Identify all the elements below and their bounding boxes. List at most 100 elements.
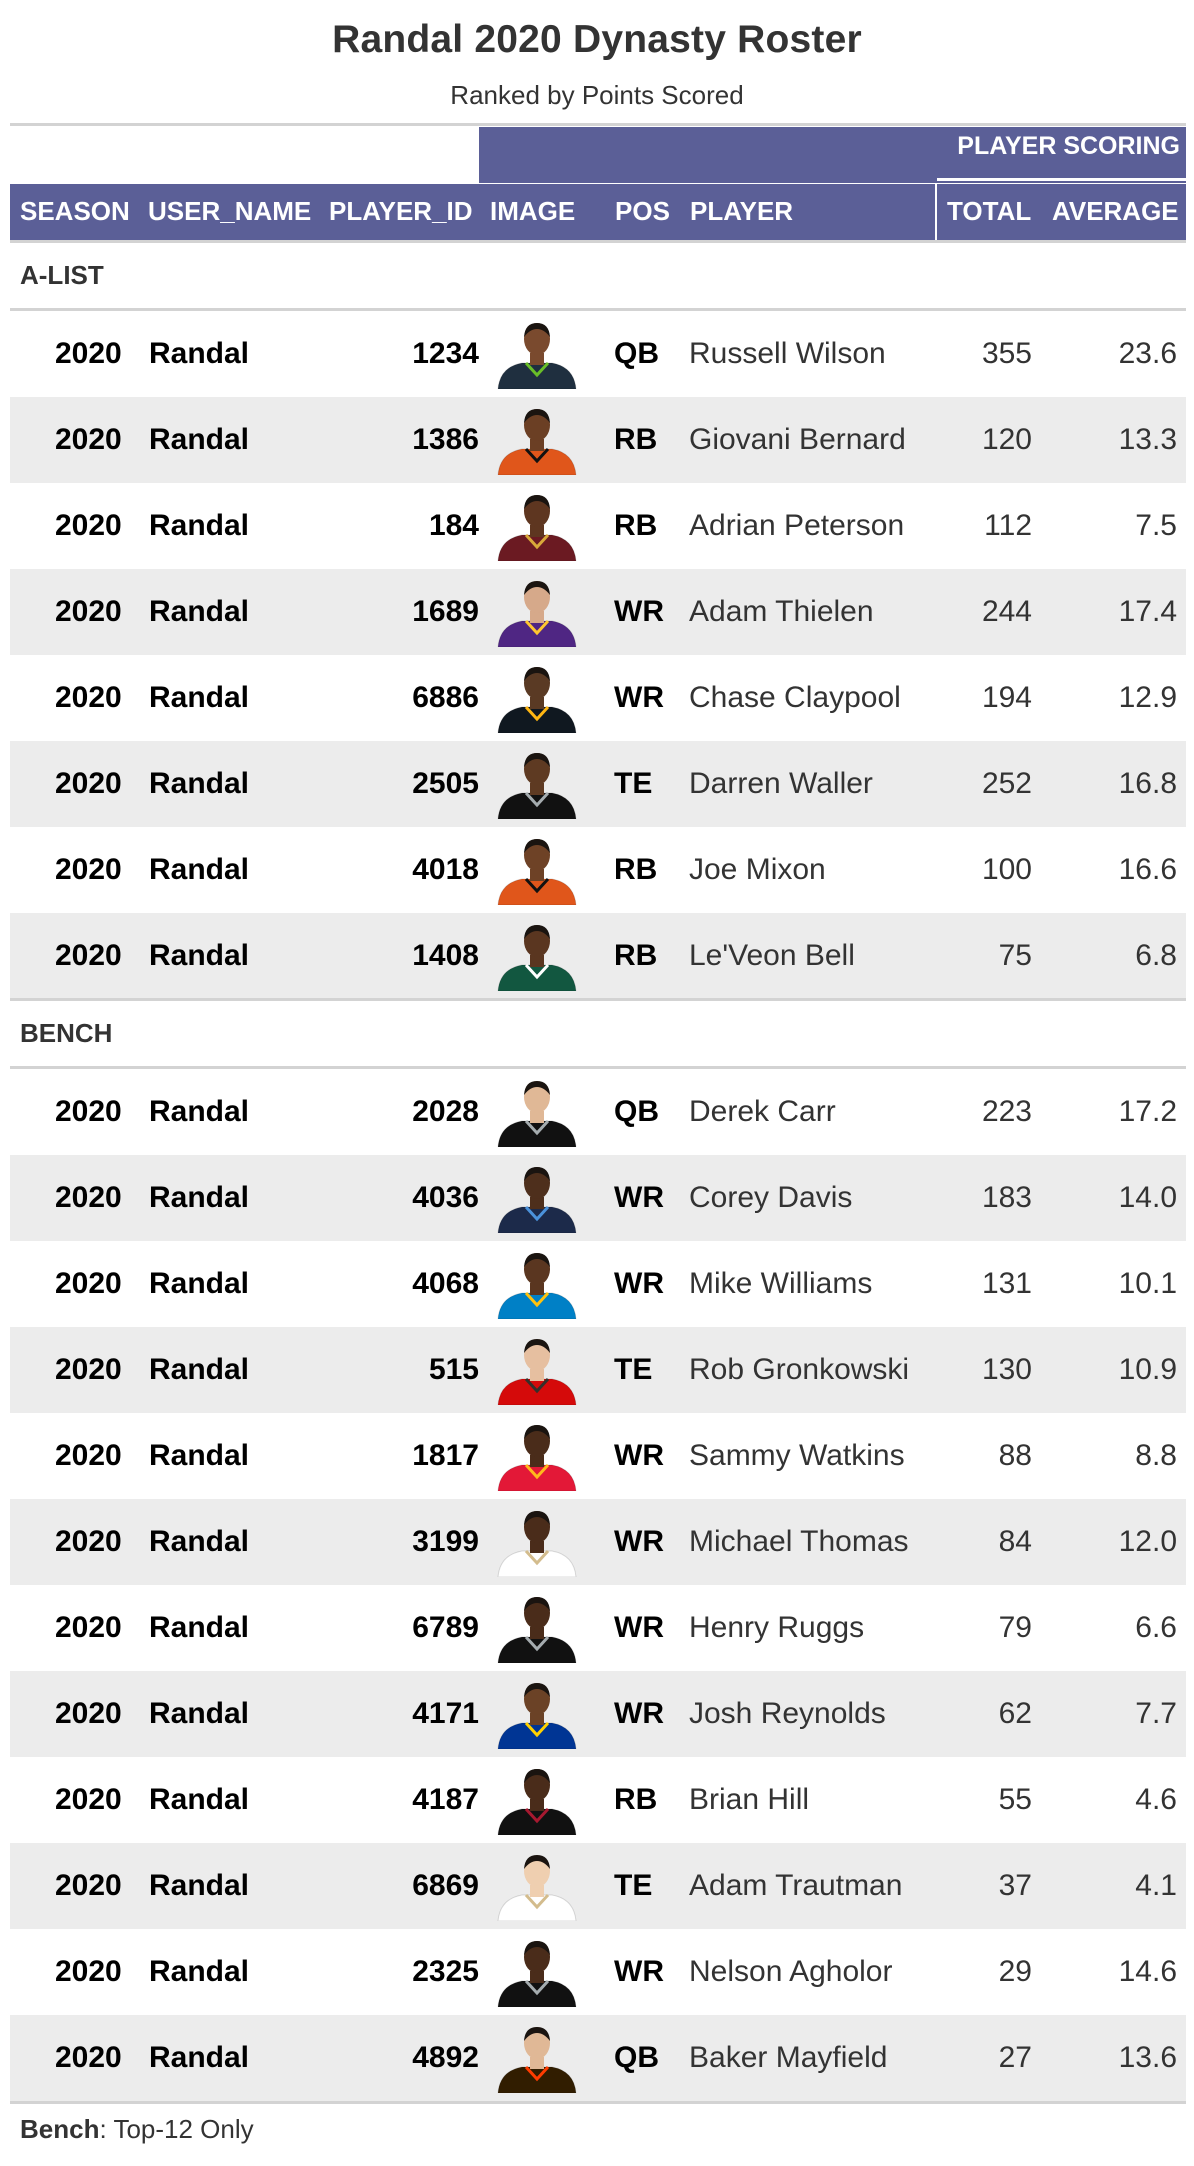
average-points-cell: 23.6 xyxy=(1118,337,1177,370)
player-id-cell: 1386 xyxy=(412,423,479,456)
user-name-cell: Randal xyxy=(149,423,250,456)
total-points-cell: 84 xyxy=(998,1525,1032,1558)
total-points-cell: 29 xyxy=(998,1955,1032,1988)
player-headshot-icon xyxy=(497,1597,577,1663)
player-name-cell: Michael Thomas xyxy=(689,1525,909,1558)
season-cell: 2020 xyxy=(55,1525,122,1558)
column-header-user-name: USER_NAME xyxy=(148,196,312,226)
season-cell: 2020 xyxy=(55,1267,122,1300)
average-points-cell: 16.8 xyxy=(1118,767,1177,800)
user-name-cell: Randal xyxy=(149,939,250,972)
player-name-cell: Joe Mixon xyxy=(689,853,826,886)
player-id-cell: 4018 xyxy=(412,853,479,886)
player-image-cell xyxy=(492,1069,582,1155)
table-row: 2020 Randal 6869 TE Adam Trautman 37 4.1 xyxy=(10,1843,1186,1929)
total-points-cell: 252 xyxy=(981,767,1032,800)
total-points-cell: 131 xyxy=(981,1267,1032,1300)
table-row: 2020 Randal 1817 WR Sammy Watkins 88 8.8 xyxy=(10,1413,1186,1499)
header-bottom-divider xyxy=(10,240,1186,243)
total-points-cell: 79 xyxy=(998,1611,1032,1644)
player-image-cell xyxy=(492,1929,582,2015)
group-divider xyxy=(10,1066,1186,1069)
average-points-cell: 8.8 xyxy=(1135,1439,1177,1472)
user-name-cell: Randal xyxy=(149,1783,250,1816)
season-cell: 2020 xyxy=(55,1095,122,1128)
user-name-cell: Randal xyxy=(149,1095,250,1128)
total-points-cell: 112 xyxy=(984,509,1032,542)
player-headshot-icon xyxy=(497,1253,577,1319)
player-name-cell: Chase Claypool xyxy=(689,681,901,714)
player-name-cell: Le'Veon Bell xyxy=(689,939,855,972)
bottom-divider xyxy=(10,2101,1186,2104)
player-id-cell: 4187 xyxy=(412,1783,479,1816)
average-points-cell: 13.3 xyxy=(1118,423,1177,456)
user-name-cell: Randal xyxy=(149,1439,250,1472)
table-subtitle: Ranked by Points Scored xyxy=(450,80,744,110)
player-headshot-icon xyxy=(497,1683,577,1749)
player-name-cell: Nelson Agholor xyxy=(689,1955,893,1988)
season-cell: 2020 xyxy=(55,2041,122,2074)
player-image-cell xyxy=(492,2015,582,2101)
player-id-cell: 6869 xyxy=(412,1869,479,1902)
player-id-cell: 1817 xyxy=(412,1439,479,1472)
player-name-cell: Josh Reynolds xyxy=(689,1697,886,1730)
user-name-cell: Randal xyxy=(149,1611,250,1644)
season-cell: 2020 xyxy=(55,1869,122,1902)
player-id-cell: 4892 xyxy=(412,2041,479,2074)
player-image-cell xyxy=(492,1413,582,1499)
average-points-cell: 6.8 xyxy=(1135,939,1177,972)
season-cell: 2020 xyxy=(55,1783,122,1816)
table-row: 2020 Randal 2505 TE Darren Waller 252 16.8 xyxy=(10,741,1186,827)
position-cell: WR xyxy=(614,1697,664,1730)
season-cell: 2020 xyxy=(55,1181,122,1214)
user-name-cell: Randal xyxy=(149,2041,250,2074)
player-id-cell: 4068 xyxy=(412,1267,479,1300)
user-name-cell: Randal xyxy=(149,853,250,886)
player-headshot-icon xyxy=(497,2027,577,2093)
table-row: 2020 Randal 184 RB Adrian Peterson 112 7.5 xyxy=(10,483,1186,569)
average-points-cell: 7.7 xyxy=(1135,1697,1177,1730)
season-cell: 2020 xyxy=(55,509,122,542)
player-id-cell: 6886 xyxy=(412,681,479,714)
total-points-cell: 355 xyxy=(981,337,1032,370)
total-points-cell: 62 xyxy=(998,1697,1032,1730)
user-name-cell: Randal xyxy=(149,681,250,714)
player-headshot-icon xyxy=(497,1339,577,1405)
position-cell: RB xyxy=(614,1783,658,1816)
average-points-cell: 10.9 xyxy=(1118,1353,1177,1386)
player-name-cell: Adam Trautman xyxy=(689,1869,903,1902)
player-headshot-icon xyxy=(497,1511,577,1577)
top-divider xyxy=(10,123,1186,126)
footnote-text: : Top-12 Only xyxy=(99,2114,254,2144)
player-image-cell xyxy=(492,1499,582,1585)
position-cell: WR xyxy=(614,1611,664,1644)
player-image-cell xyxy=(492,311,582,397)
table-row: 2020 Randal 1408 RB Le'Veon Bell 75 6.8 xyxy=(10,913,1186,999)
average-points-cell: 17.4 xyxy=(1118,595,1177,628)
player-image-cell xyxy=(492,827,582,913)
player-id-cell: 2505 xyxy=(412,767,479,800)
player-headshot-icon xyxy=(497,581,577,647)
player-image-cell xyxy=(492,397,582,483)
column-header-total: TOTAL xyxy=(947,196,1032,226)
total-points-cell: 194 xyxy=(981,681,1032,714)
season-cell: 2020 xyxy=(55,595,122,628)
player-image-cell xyxy=(492,483,582,569)
position-cell: RB xyxy=(614,509,658,542)
position-cell: WR xyxy=(614,1955,664,1988)
average-points-cell: 14.6 xyxy=(1118,1955,1177,1988)
total-points-cell: 244 xyxy=(981,595,1032,628)
group-label-a-list: A-LIST xyxy=(20,260,104,290)
user-name-cell: Randal xyxy=(149,1525,250,1558)
user-name-cell: Randal xyxy=(149,1353,250,1386)
player-headshot-icon xyxy=(497,323,577,389)
average-points-cell: 7.5 xyxy=(1135,509,1177,542)
position-cell: WR xyxy=(614,1267,664,1300)
table-row: 2020 Randal 4892 QB Baker Mayfield 27 13.6 xyxy=(10,2015,1186,2101)
total-points-cell: 55 xyxy=(998,1783,1032,1816)
player-id-cell: 2325 xyxy=(412,1955,479,1988)
player-headshot-icon xyxy=(497,495,577,561)
table-row: 2020 Randal 515 TE Rob Gronkowski 130 10.9 xyxy=(10,1327,1186,1413)
player-image-cell xyxy=(492,1585,582,1671)
